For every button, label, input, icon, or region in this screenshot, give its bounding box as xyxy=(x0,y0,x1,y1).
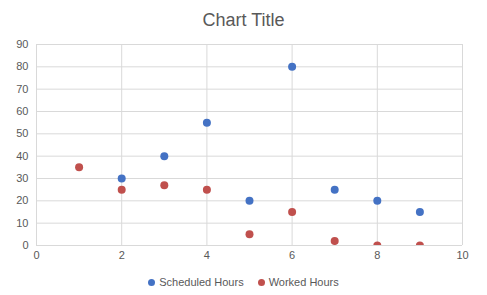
html-text:Scheduled Hours: Scheduled Hours xyxy=(159,276,244,288)
svg-text:0: 0 xyxy=(33,249,39,261)
svg-text:6: 6 xyxy=(289,249,295,261)
svg-text:10: 10 xyxy=(456,249,468,261)
svg-text:80: 80 xyxy=(16,60,28,72)
svg-text:60: 60 xyxy=(16,105,28,117)
svg-text:50: 50 xyxy=(16,127,28,139)
svg-text:10: 10 xyxy=(16,217,28,229)
svg-text:20: 20 xyxy=(16,194,28,206)
svg-text:0: 0 xyxy=(22,239,28,251)
svg-text:70: 70 xyxy=(16,83,28,95)
svg-text:90: 90 xyxy=(16,38,28,50)
svg-text:40: 40 xyxy=(16,150,28,162)
svg-text:4: 4 xyxy=(204,249,210,261)
svg-text:2: 2 xyxy=(119,249,125,261)
html-text:Worked Hours: Worked Hours xyxy=(268,276,339,288)
svg-text:8: 8 xyxy=(374,249,380,261)
svg-text:30: 30 xyxy=(16,172,28,184)
html-text:Chart Title: Chart Title xyxy=(202,10,285,30)
